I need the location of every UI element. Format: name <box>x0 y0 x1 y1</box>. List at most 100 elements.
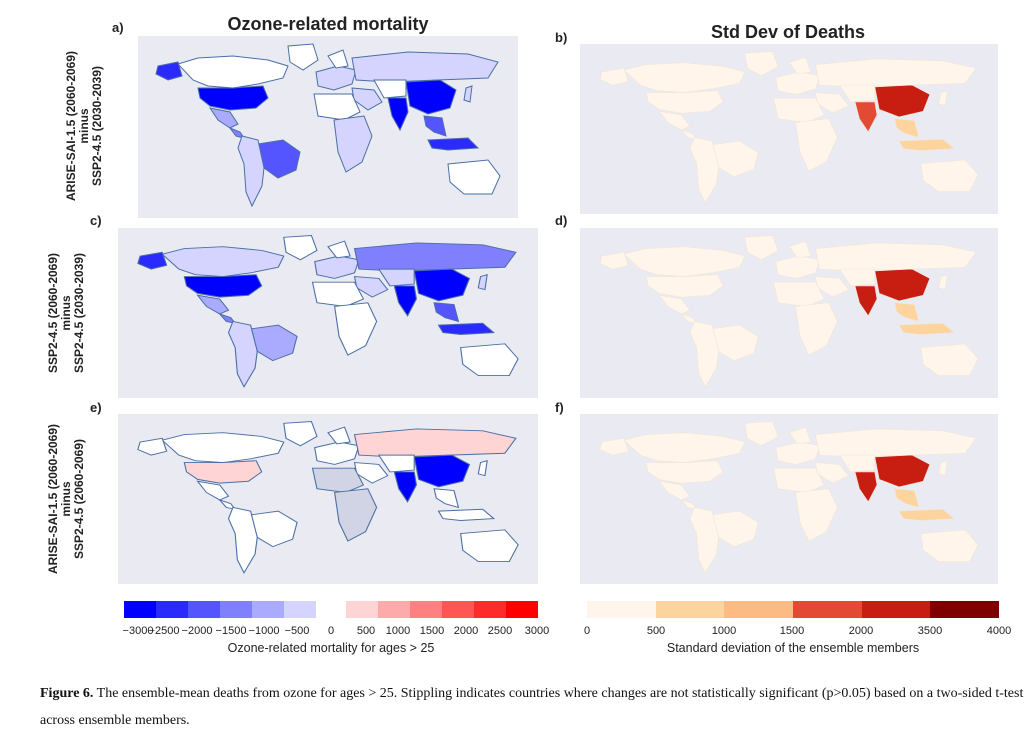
region-africaS <box>334 488 378 542</box>
region-japan <box>938 460 948 477</box>
left-column-title: Ozone-related mortality <box>227 14 429 34</box>
region-china <box>874 84 931 118</box>
map-panel-d <box>580 228 998 398</box>
region-russia <box>815 428 977 458</box>
region-indonesia <box>898 508 955 521</box>
region-greenland <box>744 421 779 447</box>
colorbar-std-label: Standard deviation of the ensemble membe… <box>666 641 920 655</box>
region-africaN <box>773 97 825 123</box>
colorbar-tick: 3000 <box>524 625 550 637</box>
region-africaN <box>313 93 361 121</box>
colorbar-tick: 2500 <box>487 625 513 637</box>
right-column-title: Std Dev of Deaths <box>710 22 866 42</box>
region-australia <box>920 343 979 376</box>
region-indonesia <box>437 508 496 521</box>
region-centralasia <box>839 454 876 473</box>
region-alaska <box>137 251 168 270</box>
colorbar-tick: 500 <box>646 625 666 637</box>
panel-label-b: b) <box>555 30 568 45</box>
region-centralasia <box>373 79 407 99</box>
std-swatch <box>724 601 794 618</box>
row-label-3: ARISE-SAI-1.5 (2060-2069) minus SSP2-4.5 (… <box>46 423 86 575</box>
region-greenland <box>283 234 318 261</box>
mortality-negative-swatch <box>220 601 252 618</box>
caption-text: The ensemble-mean deaths from ozone for … <box>40 686 1024 728</box>
region-india <box>854 101 878 133</box>
colorbar-tick: 4000 <box>986 625 1012 637</box>
region-brazil <box>711 510 759 547</box>
std-swatch <box>587 601 656 618</box>
region-usa <box>645 460 724 484</box>
region-africaS <box>333 115 373 173</box>
region-scand <box>327 240 351 259</box>
map-panel-a <box>138 36 518 218</box>
region-seasia <box>894 488 920 508</box>
region-china <box>413 268 471 302</box>
colorbar-tick: 2000 <box>453 625 479 637</box>
region-usa <box>645 274 724 298</box>
region-brazil <box>711 140 759 177</box>
region-seasia <box>894 118 920 138</box>
region-europe <box>315 65 357 91</box>
region-greenland <box>287 43 319 71</box>
region-africaS <box>334 302 378 356</box>
region-canada <box>623 246 746 277</box>
colorbar-std <box>587 601 1000 618</box>
map-panel-c <box>118 228 538 398</box>
mortality-negative-swatch <box>252 601 284 618</box>
mortality-positive-swatch <box>410 601 442 618</box>
region-mexico <box>196 294 230 315</box>
mortality-negative-swatch <box>156 601 188 618</box>
region-africaS <box>795 302 838 356</box>
region-greenland <box>744 235 779 261</box>
colorbar-mortality-negative <box>124 601 316 618</box>
region-europe <box>314 441 360 465</box>
region-china <box>874 268 931 302</box>
region-brazil <box>249 510 298 548</box>
region-indonesia <box>898 322 955 335</box>
std-swatch <box>655 601 725 618</box>
row-label-1: ARISE-SAI-1.5 (2060-2069) minus SSP2-4.5 (… <box>64 50 104 202</box>
region-japan <box>938 274 948 291</box>
region-africaS <box>795 488 838 542</box>
region-seasia <box>433 302 460 323</box>
region-canada <box>177 55 289 89</box>
region-europe <box>775 255 821 279</box>
region-usa <box>183 460 263 484</box>
panel-label-d: d) <box>555 213 568 228</box>
region-australia <box>460 343 519 377</box>
colorbar-tick: 1500 <box>419 625 445 637</box>
region-mexico <box>658 110 691 131</box>
region-southam <box>227 506 258 574</box>
region-europe <box>775 441 821 465</box>
colorbar-mortality-positive <box>346 601 538 618</box>
panel-label-f: f) <box>555 400 564 415</box>
region-china <box>413 454 471 488</box>
figure-caption: Figure 6. The ensemble-mean deaths from … <box>40 680 1025 734</box>
region-mexico <box>208 107 239 129</box>
colorbar-tick: −1000 <box>248 625 280 637</box>
region-usa <box>645 90 724 114</box>
region-alaska <box>137 437 168 456</box>
region-japan <box>463 85 473 103</box>
world-map-a <box>155 43 501 208</box>
region-southam <box>237 135 265 208</box>
world-map-f <box>599 421 979 574</box>
colorbar-tick: 0 <box>327 625 335 637</box>
colorbar-tick: −1500 <box>215 625 247 637</box>
region-russia <box>815 242 977 272</box>
region-centralasia <box>377 454 415 473</box>
colorbar-tick: −2000 <box>181 625 213 637</box>
region-scand <box>788 240 812 259</box>
region-europe <box>314 255 360 279</box>
mortality-negative-swatch <box>124 601 156 618</box>
mortality-negative-swatch <box>284 601 316 618</box>
region-brazil <box>711 324 759 361</box>
std-swatch <box>861 601 931 618</box>
region-indonesia <box>427 137 480 151</box>
region-india <box>854 471 878 503</box>
region-japan <box>477 460 488 477</box>
map-panel-e <box>118 414 538 584</box>
region-centralasia <box>377 268 415 287</box>
